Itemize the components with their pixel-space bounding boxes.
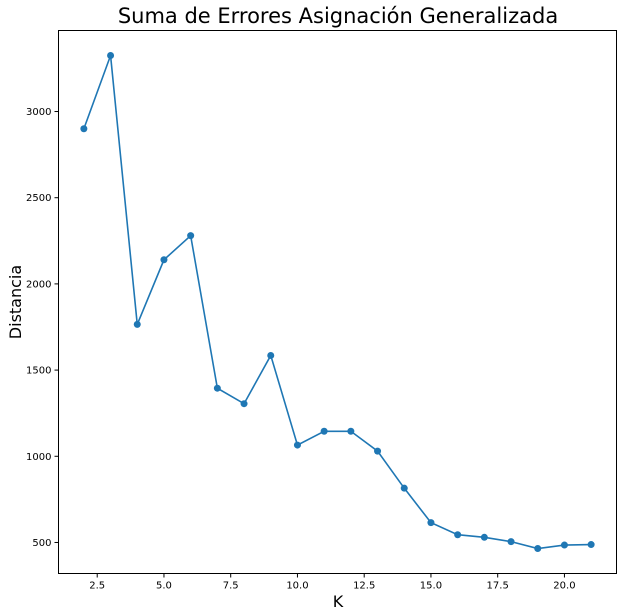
x-tick-label: 12.5 <box>353 581 375 592</box>
x-tick-label: 10.0 <box>286 581 308 592</box>
plot-frame <box>58 30 617 574</box>
x-tick-label: 20.0 <box>553 581 575 592</box>
x-tick-label: 7.5 <box>223 581 239 592</box>
chart-title: Suma de Errores Asignación Generalizada <box>118 4 558 28</box>
y-tick-label: 3000 <box>26 107 51 118</box>
data-point <box>107 51 115 59</box>
y-tick-label: 1500 <box>26 366 51 377</box>
data-point <box>560 541 568 549</box>
data-point <box>480 533 488 541</box>
data-point <box>213 384 221 392</box>
data-point <box>587 541 595 549</box>
x-tick-label: 17.5 <box>487 581 509 592</box>
data-point <box>187 232 195 240</box>
data-point <box>374 447 382 455</box>
y-tick-label: 1000 <box>26 452 51 463</box>
x-tick-label: 2.5 <box>89 581 105 592</box>
y-tick-label: 2500 <box>26 193 51 204</box>
data-point <box>80 125 88 133</box>
data-point <box>320 427 328 435</box>
data-point <box>454 531 462 539</box>
y-axis: 500 1000 1500 2000 2500 3000 <box>26 107 59 549</box>
x-tick-label: 15.0 <box>420 581 442 592</box>
y-tick-label: 2000 <box>26 279 51 290</box>
data-point <box>507 538 515 546</box>
data-point <box>240 400 248 408</box>
data-point <box>400 484 408 492</box>
series-line <box>83 55 592 550</box>
x-axis-label: K <box>333 592 344 611</box>
data-point <box>160 256 168 264</box>
data-point <box>267 351 275 359</box>
x-tick-label: 5.0 <box>156 581 172 592</box>
y-tick-label: 500 <box>32 538 51 549</box>
data-point <box>427 519 435 527</box>
data-point <box>534 545 542 553</box>
x-axis: 2.5 5.0 7.5 10.0 12.5 15.0 17.5 20.0 <box>89 573 576 592</box>
data-point <box>347 427 355 435</box>
data-point <box>133 320 141 328</box>
data-point <box>293 441 301 449</box>
y-axis-label: Distancia <box>6 265 25 339</box>
series-layer <box>80 51 595 553</box>
